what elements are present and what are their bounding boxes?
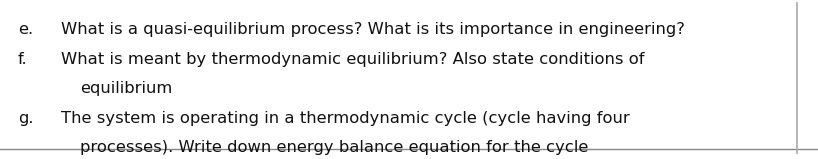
Text: The system is operating in a thermodynamic cycle (cycle having four: The system is operating in a thermodynam…	[61, 111, 630, 125]
Text: What is a quasi-equilibrium process? What is its importance in engineering?: What is a quasi-equilibrium process? Wha…	[61, 22, 685, 37]
Text: What is meant by thermodynamic equilibrium? Also state conditions of: What is meant by thermodynamic equilibri…	[61, 52, 645, 67]
Text: f.: f.	[18, 52, 28, 67]
Text: processes). Write down energy balance equation for the cycle: processes). Write down energy balance eq…	[80, 140, 588, 155]
Text: e.: e.	[18, 22, 33, 37]
Text: g.: g.	[18, 111, 34, 125]
Text: equilibrium: equilibrium	[80, 81, 173, 96]
